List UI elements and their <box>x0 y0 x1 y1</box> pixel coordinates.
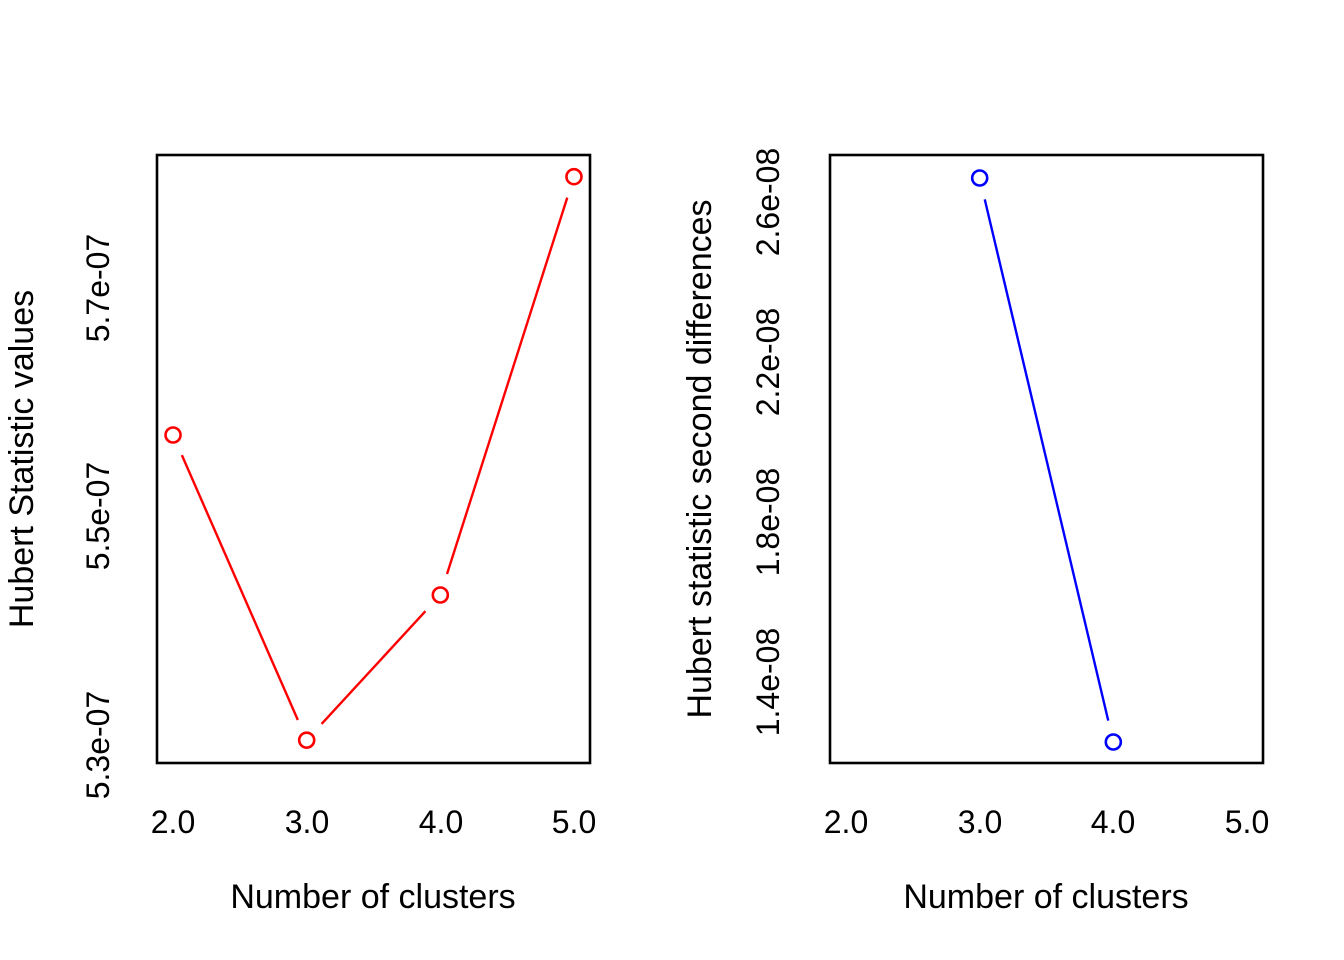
right-y-tick-label: 2.6e-08 <box>750 147 786 257</box>
right-y-tick-label: 1.8e-08 <box>750 467 786 577</box>
right-x-tick-label: 3.0 <box>957 804 1003 840</box>
left-y-tick-label: 5.3e-07 <box>80 690 116 800</box>
right-x-tick-label: 2.0 <box>823 804 869 840</box>
data-point-marker <box>431 586 450 604</box>
left-y-axis-title: Hubert Statistic values <box>3 289 41 629</box>
data-point-marker <box>1104 733 1123 751</box>
series-line-segment <box>983 199 1110 721</box>
left-y-tick-label: 5.7e-07 <box>80 233 116 343</box>
right-x-axis-title: Number of clusters <box>903 878 1189 916</box>
data-point-marker <box>970 169 989 187</box>
data-point-marker <box>297 731 316 749</box>
left-x-tick-label: 5.0 <box>551 804 597 840</box>
data-point-marker <box>164 426 182 444</box>
right-y-axis-title: Hubert statistic second differences <box>681 199 719 719</box>
right-y-tick-label: 1.4e-08 <box>750 627 786 737</box>
right-x-tick-label: 4.0 <box>1090 804 1136 840</box>
left-x-tick-label: 2.0 <box>150 804 196 840</box>
plot-box <box>155 153 592 765</box>
plot-box <box>828 153 1265 765</box>
left-x-tick-label: 4.0 <box>418 804 464 840</box>
series-line-segment <box>445 197 569 575</box>
left-y-tick-label: 5.5e-07 <box>80 461 116 571</box>
left-x-tick-label: 3.0 <box>284 804 330 840</box>
right-y-tick-label: 2.2e-08 <box>750 307 786 417</box>
data-point-marker <box>565 167 583 186</box>
series-line-segment <box>180 454 299 721</box>
right-x-tick-label: 5.0 <box>1224 804 1270 840</box>
left-x-axis-title: Number of clusters <box>230 878 516 916</box>
series-line-segment <box>320 610 427 725</box>
